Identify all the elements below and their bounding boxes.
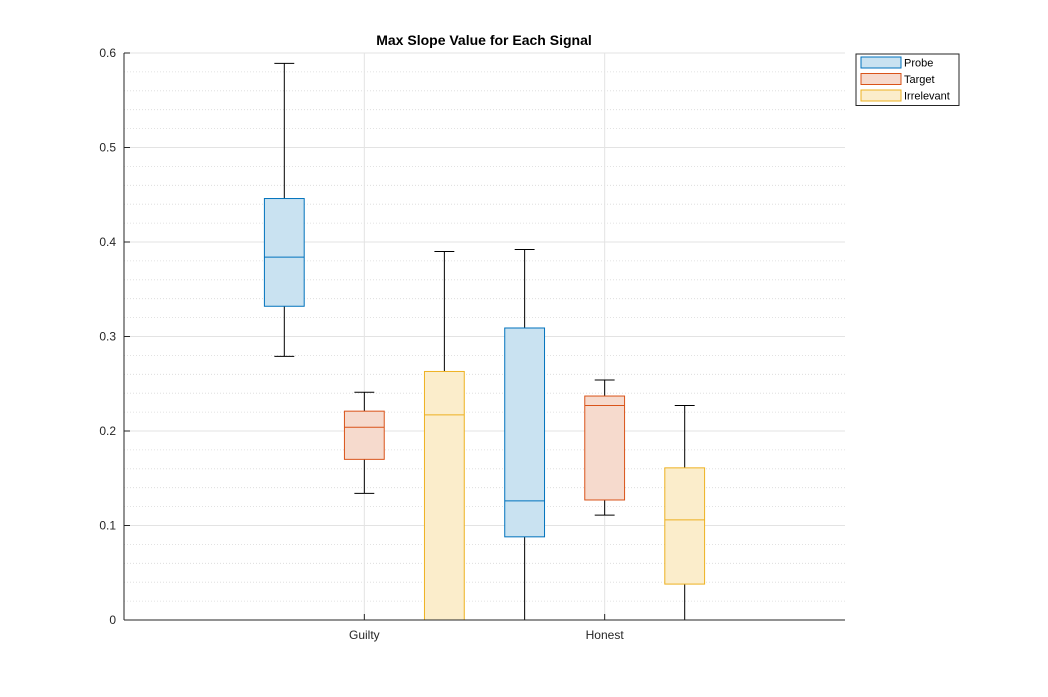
chart-title: Max Slope Value for Each Signal xyxy=(376,32,592,48)
legend: Probe Target Irrelevant xyxy=(855,53,960,106)
y-tick-label: 0.6 xyxy=(99,46,116,60)
y-tick-label: 0.4 xyxy=(99,235,116,249)
box-irrelevant-guilty xyxy=(423,250,465,621)
legend-swatch-irrelevant xyxy=(860,89,902,102)
box-probe-guilty xyxy=(263,62,305,357)
y-tick-label: 0 xyxy=(109,613,116,627)
y-tick-label: 0.1 xyxy=(99,519,116,533)
x-axis-ticks: Guilty Honest xyxy=(349,614,624,642)
box-target-guilty xyxy=(343,391,385,494)
legend-swatch-probe xyxy=(860,56,902,69)
y-tick-label: 0.2 xyxy=(99,424,116,438)
y-tick-label: 0.3 xyxy=(99,330,116,344)
x-tick-label: Guilty xyxy=(349,628,380,642)
legend-label-target: Target xyxy=(904,74,935,86)
y-axis-ticks: 0 0.1 0.2 0.3 0.4 0.5 0.6 xyxy=(99,46,130,627)
box-target-honest xyxy=(584,379,626,516)
box-irrelevant-honest xyxy=(664,404,706,620)
legend-swatch-target xyxy=(860,73,902,85)
box-layer xyxy=(263,62,706,621)
x-tick-label: Honest xyxy=(586,628,625,642)
box-body xyxy=(664,467,706,585)
box-body xyxy=(504,327,546,538)
box-body xyxy=(263,198,305,307)
box-body xyxy=(584,395,626,501)
minor-grid xyxy=(124,71,845,602)
legend-label-irrelevant: Irrelevant xyxy=(904,91,950,103)
y-tick-label: 0.5 xyxy=(99,141,116,155)
box-body xyxy=(343,410,385,460)
box-probe-honest xyxy=(504,249,546,620)
box-body xyxy=(423,370,465,621)
legend-label-probe: Probe xyxy=(904,58,933,70)
